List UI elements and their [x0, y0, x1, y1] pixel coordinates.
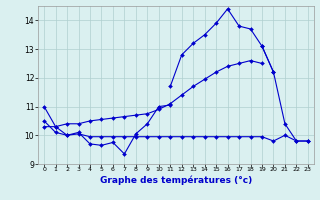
- X-axis label: Graphe des températures (°c): Graphe des températures (°c): [100, 175, 252, 185]
